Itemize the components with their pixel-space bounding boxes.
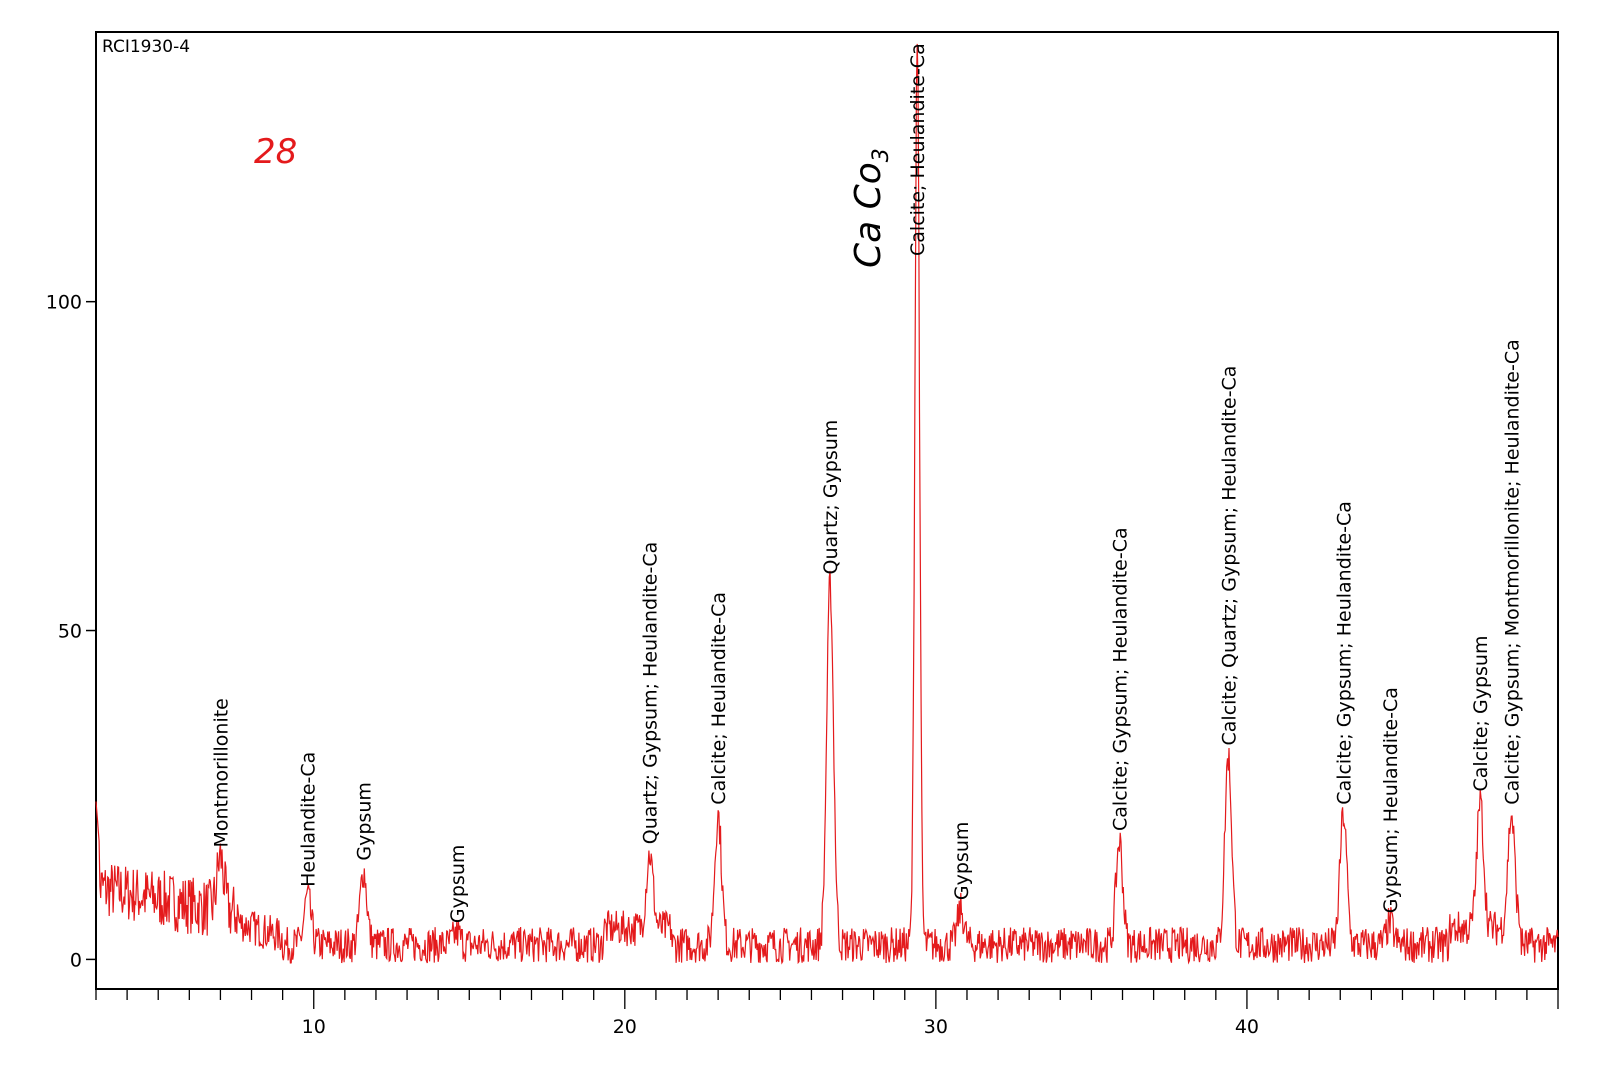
- peak-label: Gypsum: [354, 782, 376, 860]
- diffraction-pattern-line: [95, 43, 1559, 965]
- y-axis: 0 50 100: [46, 292, 96, 971]
- peak-label: Quartz; Gypsum: [820, 420, 842, 575]
- peak-label: Calcite; Gypsum; Heulandite-Ca: [1333, 501, 1355, 805]
- plot-frame: [95, 31, 1559, 990]
- peak-label: Calcite; Heulandite-Ca: [907, 43, 929, 256]
- annotation-caco3: Ca Co3: [848, 148, 894, 268]
- peak-label: Calcite; Quartz; Gypsum; Heulandite-Ca: [1218, 366, 1240, 746]
- annotation-caco3-main: Ca Co: [848, 162, 889, 268]
- y-tick-label: 0: [70, 949, 82, 971]
- peak-label: Heulandite-Ca: [298, 752, 320, 887]
- y-tick-label: 100: [46, 292, 82, 314]
- annotation-caco3-subscript: 3: [869, 148, 894, 162]
- x-tick-label: 10: [302, 1016, 326, 1038]
- peak-label: Montmorillonite: [210, 698, 232, 847]
- peak-label: Gypsum: [447, 845, 469, 923]
- x-tick-label: 40: [1235, 1016, 1259, 1038]
- peak-label: Gypsum; Heulandite-Ca: [1380, 687, 1402, 913]
- peak-label: Calcite; Heulandite-Ca: [708, 592, 730, 805]
- peak-label: Gypsum: [951, 822, 973, 900]
- y-tick-label: 50: [58, 621, 82, 643]
- x-tick-label: 30: [924, 1016, 948, 1038]
- annotation-28: 28: [254, 132, 297, 172]
- peak-label: Calcite; Gypsum; Montmorillonite; Heulan…: [1501, 339, 1523, 804]
- sample-label: RCI1930-4: [102, 37, 190, 57]
- x-axis: 10 20 30 40: [95, 989, 1559, 1038]
- peak-label: Calcite; Gypsum: [1470, 636, 1492, 792]
- peak-label: Calcite; Gypsum; Heulandite-Ca: [1109, 527, 1131, 831]
- peak-labels: Montmorillonite Heulandite-Ca Gypsum Gypsum…: [210, 43, 1523, 923]
- x-tick-label: 20: [613, 1016, 637, 1038]
- peak-label: Quartz; Gypsum; Heulandite-Ca: [640, 542, 662, 844]
